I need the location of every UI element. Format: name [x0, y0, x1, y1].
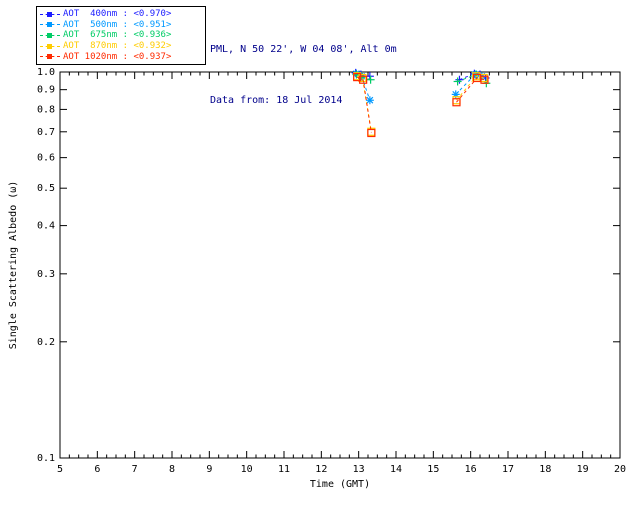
legend-rows: AOT 400nm : <0.970> AOT 500nm : <0.951> AO…: [40, 9, 202, 62]
x-tick-label: 5: [57, 464, 63, 475]
legend-entry-label: AOT 1020nm : <0.937>: [63, 51, 172, 62]
legend-row: AOT 400nm : <0.970>: [40, 9, 202, 20]
data-point-marker: [455, 75, 464, 84]
data-point-marker: [365, 96, 374, 105]
x-tick-label: 7: [132, 464, 138, 475]
station-header: PML, N 50 22', W 04 08', Alt 0m Data fro…: [210, 7, 397, 126]
legend-marker-icon: [40, 42, 60, 51]
legend-entry-label: AOT 500nm : <0.951>: [63, 19, 172, 30]
axis-box: [59, 71, 621, 459]
data-point-marker: [359, 75, 368, 84]
legend-row: AOT 1020nm : <0.937>: [40, 51, 202, 62]
y-tick-label: 0.3: [37, 269, 55, 280]
y-tick-label: 0.8: [37, 104, 55, 115]
x-tick-label: 14: [390, 464, 402, 475]
y-tick-label: 0.6: [37, 153, 55, 164]
legend: AOT 400nm : <0.970> AOT 500nm : <0.951> AO…: [36, 6, 206, 65]
y-axis-label: Single Scattering Albedo (ω): [8, 181, 19, 350]
x-tick-label: 6: [94, 464, 100, 475]
station-location-text: PML, N 50 22', W 04 08', Alt 0m: [210, 44, 397, 55]
data-point-marker: [480, 75, 489, 84]
y-tick-label: 1.0: [37, 67, 55, 78]
legend-row: AOT 870nm : <0.932>: [40, 41, 202, 52]
x-tick-label: 13: [353, 464, 365, 475]
x-tick-label: 17: [502, 464, 514, 475]
x-tick-label: 20: [614, 464, 626, 475]
y-tick-label: 0.5: [37, 183, 55, 194]
x-tick-label: 15: [427, 464, 439, 475]
x-tick-label: 8: [169, 464, 175, 475]
legend-entry-label: AOT 870nm : <0.932>: [63, 41, 172, 52]
y-tick-label: 0.9: [37, 85, 55, 96]
data-point-marker: [367, 128, 376, 138]
y-tick-label: 0.4: [37, 221, 55, 232]
data-point-marker: [366, 75, 375, 84]
legend-marker-icon: [40, 31, 60, 40]
x-axis-label: Time (GMT): [310, 479, 370, 490]
x-tick-label: 9: [206, 464, 212, 475]
y-tick-label: 0.1: [37, 453, 55, 464]
legend-entry-label: AOT 675nm : <0.936>: [63, 30, 172, 41]
data-point-marker: [353, 73, 362, 82]
y-tick-label: 0.2: [37, 337, 55, 348]
x-tick-label: 18: [539, 464, 551, 475]
legend-marker-icon: [40, 52, 60, 61]
x-tick-label: 11: [278, 464, 290, 475]
x-tick-label: 12: [315, 464, 327, 475]
legend-entry-label: AOT 400nm : <0.970>: [63, 9, 172, 20]
legend-marker-icon: [40, 20, 60, 29]
data-point-marker: [452, 98, 461, 107]
legend-marker-icon: [40, 10, 60, 19]
data-point-marker: [453, 77, 462, 86]
x-tick-label: 19: [577, 464, 589, 475]
x-tick-label: 10: [241, 464, 253, 475]
series-line: [456, 77, 485, 103]
legend-row: AOT 675nm : <0.936>: [40, 30, 202, 41]
data-date-text: Data from: 18 Jul 2014: [210, 95, 343, 106]
x-tick-label: 16: [465, 464, 477, 475]
y-tick-label: 0.7: [37, 127, 55, 138]
legend-row: AOT 500nm : <0.951>: [40, 20, 202, 31]
